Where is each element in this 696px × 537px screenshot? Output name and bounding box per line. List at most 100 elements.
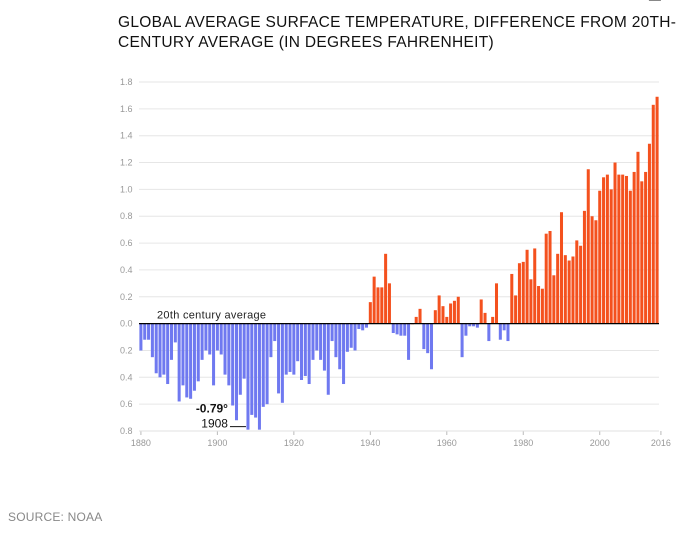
y-tick-label: 0.8 (120, 426, 133, 436)
bar-1994 (575, 240, 579, 324)
bar-2000 (598, 190, 602, 324)
bar-1976 (506, 323, 510, 342)
bar-1943 (380, 287, 384, 324)
bar-1909 (250, 323, 254, 415)
y-tick-label: 1.4 (120, 131, 133, 141)
y-tick-label: 0.6 (120, 238, 133, 248)
bar-1915 (273, 323, 277, 342)
zero-axis: 20th century average (139, 310, 659, 325)
y-tick-label: 1.6 (120, 104, 133, 114)
bar-2003 (609, 189, 613, 324)
x-axis-ticks: 1880 1900 1920 1940 1960 1980 2000 2016 (131, 430, 671, 448)
bar-1946 (391, 323, 395, 334)
bar-1973 (494, 283, 499, 324)
bar-2005 (617, 174, 621, 324)
bar-1968 (475, 323, 479, 328)
bar-1977 (510, 273, 514, 324)
bar-1931 (334, 323, 338, 358)
bar-1939 (364, 323, 369, 328)
bar-1895 (196, 323, 200, 382)
bar-1982 (529, 279, 533, 324)
bar-1945 (387, 283, 391, 324)
annotation-min-value: -0.79° (196, 402, 228, 416)
bar-1882 (147, 323, 151, 340)
bar-1983 (533, 248, 537, 324)
bar-1913 (265, 323, 269, 405)
bar-1961 (449, 303, 453, 324)
bar-1996 (582, 210, 586, 324)
bar-1937 (357, 323, 361, 329)
bar-1887 (166, 323, 170, 385)
bar-2008 (628, 190, 632, 324)
x-tick-label: 1980 (513, 438, 533, 448)
bar-1971 (487, 323, 491, 342)
bar-1936 (353, 323, 357, 351)
y-tick-label: 0.8 (120, 211, 133, 221)
bar-1993 (571, 256, 575, 324)
bar-1963 (456, 296, 460, 324)
y-tick-label: 0.4 (120, 372, 133, 382)
bar-1960 (445, 316, 449, 324)
bar-1919 (288, 323, 292, 372)
bar-1927 (319, 323, 323, 360)
x-tick-label: 1940 (360, 438, 380, 448)
bar-1883 (150, 323, 154, 358)
bar-1959 (441, 306, 445, 324)
bar-1934 (345, 323, 349, 352)
bar-2015 (655, 96, 659, 324)
y-tick-label: 0.6 (120, 399, 133, 409)
bar-1944 (384, 253, 388, 324)
bar-1958 (437, 295, 441, 324)
y-tick-label: 0.0 (120, 319, 133, 329)
bar-2001 (602, 177, 606, 324)
bar-1957 (433, 310, 437, 324)
annotations: 1.69°2016 -0.79°1908 (196, 0, 661, 431)
bar-1984 (537, 286, 541, 324)
bar-1921 (296, 323, 300, 362)
x-tick-label: 2016 (651, 438, 671, 448)
bar-1962 (452, 300, 456, 324)
x-tick-label: 1900 (207, 438, 227, 448)
bar-1886 (162, 323, 166, 375)
y-tick-label: 0.2 (120, 345, 133, 355)
bar-1988 (552, 275, 556, 324)
bar-1908 (246, 323, 250, 430)
x-tick-label: 2000 (590, 438, 610, 448)
y-tick-label: 1.0 (120, 184, 133, 194)
bar-1995 (579, 245, 583, 324)
bar-1890 (177, 323, 181, 402)
bar-1990 (559, 212, 564, 324)
chart-title: GLOBAL AVERAGE SURFACE TEMPERATURE, DIFF… (118, 14, 677, 51)
bar-1916 (277, 323, 281, 394)
bar-1896 (200, 323, 204, 360)
bar-1880 (139, 323, 143, 351)
bar-1901 (219, 323, 223, 355)
bar-1947 (395, 323, 399, 335)
bars (139, 96, 659, 430)
x-tick-label: 1920 (284, 438, 304, 448)
source-note: SOURCE: NOAA (8, 510, 103, 524)
bar-1980 (521, 261, 525, 324)
bar-1904 (231, 323, 235, 406)
bar-1978 (514, 295, 518, 324)
bar-1949 (403, 323, 407, 336)
bar-1999 (594, 220, 598, 324)
bar-2010 (636, 151, 640, 324)
baseline-label: 20th century average (157, 310, 266, 322)
bar-1898 (208, 323, 212, 355)
bar-1885 (158, 323, 162, 378)
bar-1987 (548, 230, 552, 324)
bar-1911 (257, 323, 261, 430)
bar-1975 (502, 323, 506, 331)
bar-1989 (556, 253, 560, 324)
bar-1953 (418, 308, 422, 324)
x-tick-label: 1880 (131, 438, 151, 448)
bar-1941 (372, 276, 376, 324)
bar-1894 (192, 323, 196, 391)
bar-1948 (399, 323, 403, 336)
bar-1932 (338, 323, 342, 370)
bar-1888 (169, 323, 174, 360)
bar-2002 (605, 174, 609, 324)
bar-1985 (540, 288, 544, 324)
